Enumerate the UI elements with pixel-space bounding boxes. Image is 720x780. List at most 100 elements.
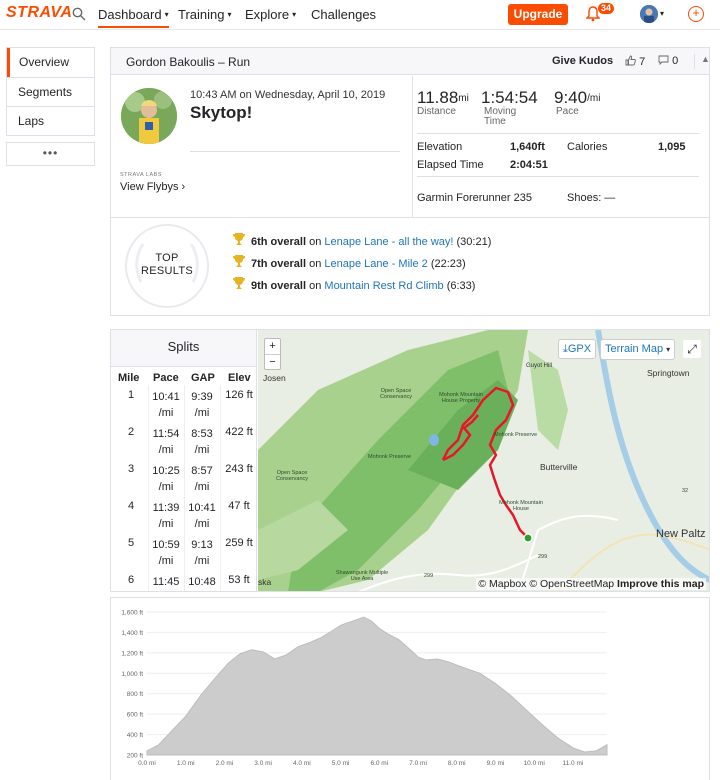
upgrade-button[interactable]: Upgrade	[508, 4, 568, 25]
map-road-label: 299	[538, 554, 548, 560]
activity-name: Skytop!	[190, 103, 253, 122]
map-terrain	[258, 330, 709, 591]
y-tick-label: 800 ft	[127, 691, 143, 698]
map-place-label: Open Space Conservancy	[379, 388, 413, 400]
x-tick-label: 0.0 mi	[138, 760, 156, 767]
stat-moving-time: 1:54:54	[481, 88, 538, 107]
sidebar-item-segments[interactable]: Segments	[7, 77, 94, 106]
x-tick-label: 7.0 mi	[409, 760, 427, 767]
top-results-line2: RESULTS	[140, 265, 194, 277]
strava-labs-label: STRAVA LABS	[120, 172, 162, 178]
improve-map-link[interactable]: Improve this map	[617, 578, 704, 590]
divider	[412, 76, 413, 217]
kudos-count[interactable]: 7	[625, 55, 645, 68]
more-actions-button[interactable]: •••	[6, 142, 95, 166]
y-tick-label: 1,400 ft	[121, 630, 143, 637]
nav-training[interactable]: Training ▾	[178, 7, 232, 22]
trophy-icon	[233, 255, 245, 267]
side-menu: Overview Segments Laps	[6, 47, 95, 136]
chevron-down-icon: ▾	[292, 10, 297, 19]
strava-logo[interactable]: STRAVA	[6, 4, 73, 21]
divider	[148, 385, 149, 591]
trophy-icon	[233, 277, 245, 289]
calories-value: 1,095	[658, 141, 686, 153]
top-nav: STRAVA Dashboard ▾ Training ▾ Explore ▾ Cha…	[0, 0, 720, 30]
y-tick-label: 1,000 ft	[121, 671, 143, 678]
segment-link[interactable]: Lenape Lane - Mile 2	[324, 258, 428, 270]
y-tick-label: 600 ft	[127, 712, 143, 719]
chevron-down-icon: ▾	[227, 10, 232, 19]
plus-circle-icon[interactable]: +	[688, 6, 704, 22]
comment-count[interactable]: 0	[658, 55, 678, 67]
athlete-avatar[interactable]	[121, 88, 177, 144]
x-tick-label: 3.0 mi	[254, 760, 272, 767]
device-name[interactable]: Garmin Forerunner 235	[417, 192, 532, 204]
nav-challenges[interactable]: Challenges	[311, 7, 377, 22]
col-elev: Elev	[228, 372, 251, 384]
elevation-value: 1,640ft	[510, 141, 545, 153]
y-tick-label: 1,200 ft	[121, 650, 143, 657]
route-map[interactable]: Josen Guyot Hill Springtown Open Space C…	[258, 330, 709, 591]
nav-dashboard[interactable]: Dashboard ▾	[98, 7, 169, 28]
activity-header: Gordon Bakoulis – Run Give Kudos 7 0 ▲	[111, 48, 710, 75]
nav-explore[interactable]: Explore ▾	[245, 7, 297, 22]
search-icon[interactable]	[72, 7, 86, 21]
stat-moving-time-label: Moving Time	[484, 106, 517, 127]
top-result-row: 6th overall on Lenape Lane - all the way…	[251, 236, 492, 248]
activity-header-title[interactable]: Gordon Bakoulis – Run	[126, 55, 251, 69]
y-tick-label: 200 ft	[127, 753, 143, 760]
map-place-label: New Paltz	[656, 528, 706, 540]
elevation-chart[interactable]: 200 ft 400 ft 600 ft 800 ft 1,000 ft 1,200 ft…	[111, 598, 709, 780]
map-place-label: Open Space Conservancy	[275, 470, 309, 482]
elevation-area	[146, 616, 608, 756]
map-place-label: Springtown	[647, 368, 690, 378]
segment-link[interactable]: Lenape Lane - all the way!	[324, 236, 454, 248]
gpx-button[interactable]: ⤓GPX	[558, 339, 597, 359]
x-tick-label: 6.0 mi	[370, 760, 388, 767]
zoom-in-button[interactable]: +	[265, 339, 280, 355]
trophy-icon	[233, 233, 245, 245]
zoom-out-button[interactable]: −	[269, 356, 276, 368]
x-tick-label: 2.0 mi	[216, 760, 234, 767]
thumbs-up-icon	[625, 55, 636, 66]
splits-title: Splits	[111, 330, 256, 367]
map-place-label: Mohonk Mountain House	[499, 500, 543, 512]
map-place-label: Mohonk Preserve	[368, 454, 412, 460]
mapbox-link[interactable]: © Mapbox	[478, 578, 527, 590]
stat-distance-label: Distance	[417, 106, 456, 117]
chevron-down-icon[interactable]: ▾	[660, 9, 665, 18]
give-kudos-button[interactable]: Give Kudos	[552, 55, 614, 67]
view-flybys-link[interactable]: View Flybys ›	[120, 181, 186, 193]
map-place-label: Mohonk Preserve	[494, 432, 538, 438]
laurel-icon	[135, 243, 199, 283]
chevron-right-icon: ›	[181, 181, 186, 193]
map-place-label: ska	[258, 577, 272, 587]
sidebar-item-laps[interactable]: Laps	[7, 106, 94, 135]
splits-map-panel: Splits Mile Pace GAP Elev 1 10:41/mi 9:3…	[110, 329, 710, 592]
notification-badge: 34	[598, 3, 615, 14]
shoes-label: Shoes: —	[567, 192, 616, 204]
avatar[interactable]	[640, 5, 658, 23]
y-tick-label: 400 ft	[127, 732, 143, 739]
fullscreen-icon[interactable]: ⤢	[683, 340, 701, 358]
top-results-badge: TOP RESULTS	[125, 224, 209, 308]
x-tick-label: 8.0 mi	[448, 760, 466, 767]
comment-icon	[658, 55, 669, 66]
stat-distance: 11.88mi	[417, 88, 469, 107]
map-road-label: 32	[682, 488, 689, 494]
elevation-label: Elevation	[417, 141, 463, 153]
col-mile: Mile	[118, 372, 140, 384]
x-tick-label: 4.0 mi	[293, 760, 311, 767]
sidebar-item-overview[interactable]: Overview	[7, 48, 94, 77]
divider	[220, 385, 221, 591]
map-place-label: Butterville	[540, 462, 578, 472]
osm-link[interactable]: © OpenStreetMap	[529, 578, 615, 590]
collapse-icon[interactable]: ▲	[694, 54, 710, 69]
map-road-label: 299	[424, 573, 434, 579]
terrain-map-dropdown[interactable]: Terrain Map ▾	[600, 339, 676, 360]
divider	[417, 133, 699, 134]
bell-icon[interactable]	[586, 6, 600, 22]
divider	[111, 217, 709, 218]
x-tick-label: 11.0 mi	[563, 760, 584, 767]
segment-link[interactable]: Mountain Rest Rd Climb	[324, 280, 444, 292]
